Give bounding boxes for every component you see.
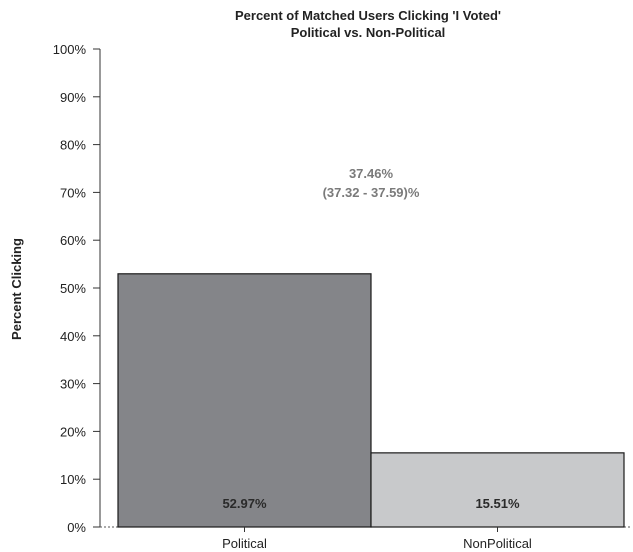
y-tick-label: 100%	[53, 42, 87, 57]
difference-ci-annotation: (37.32 - 37.59)%	[323, 185, 420, 200]
chart-title: Percent of Matched Users Clicking 'I Vot…	[235, 8, 501, 23]
bar	[117, 273, 372, 528]
y-tick-label: 80%	[60, 138, 86, 153]
y-tick-label: 50%	[60, 281, 86, 296]
x-axis-ticks: Political NonPolitical	[222, 527, 532, 551]
y-tick-label: 60%	[60, 233, 86, 248]
y-tick-label: 20%	[60, 424, 86, 439]
y-tick-label: 70%	[60, 185, 86, 200]
bar-value-label: 52.97%	[222, 496, 267, 511]
y-tick-label: 0%	[67, 520, 86, 535]
bars: 52.97% 15.51%	[117, 273, 625, 528]
bar	[370, 452, 625, 528]
difference-annotation: 37.46%	[349, 166, 394, 181]
chart-subtitle: Political vs. Non-Political	[291, 25, 446, 40]
y-tick-label: 10%	[60, 472, 86, 487]
x-tick-label: NonPolitical	[463, 536, 532, 551]
y-tick-label: 40%	[60, 329, 86, 344]
bar-value-label: 15.51%	[475, 496, 520, 511]
y-tick-label: 90%	[60, 90, 86, 105]
y-tick-label: 30%	[60, 377, 86, 392]
x-tick-label: Political	[222, 536, 267, 551]
y-axis-label: Percent Clicking	[9, 238, 24, 340]
